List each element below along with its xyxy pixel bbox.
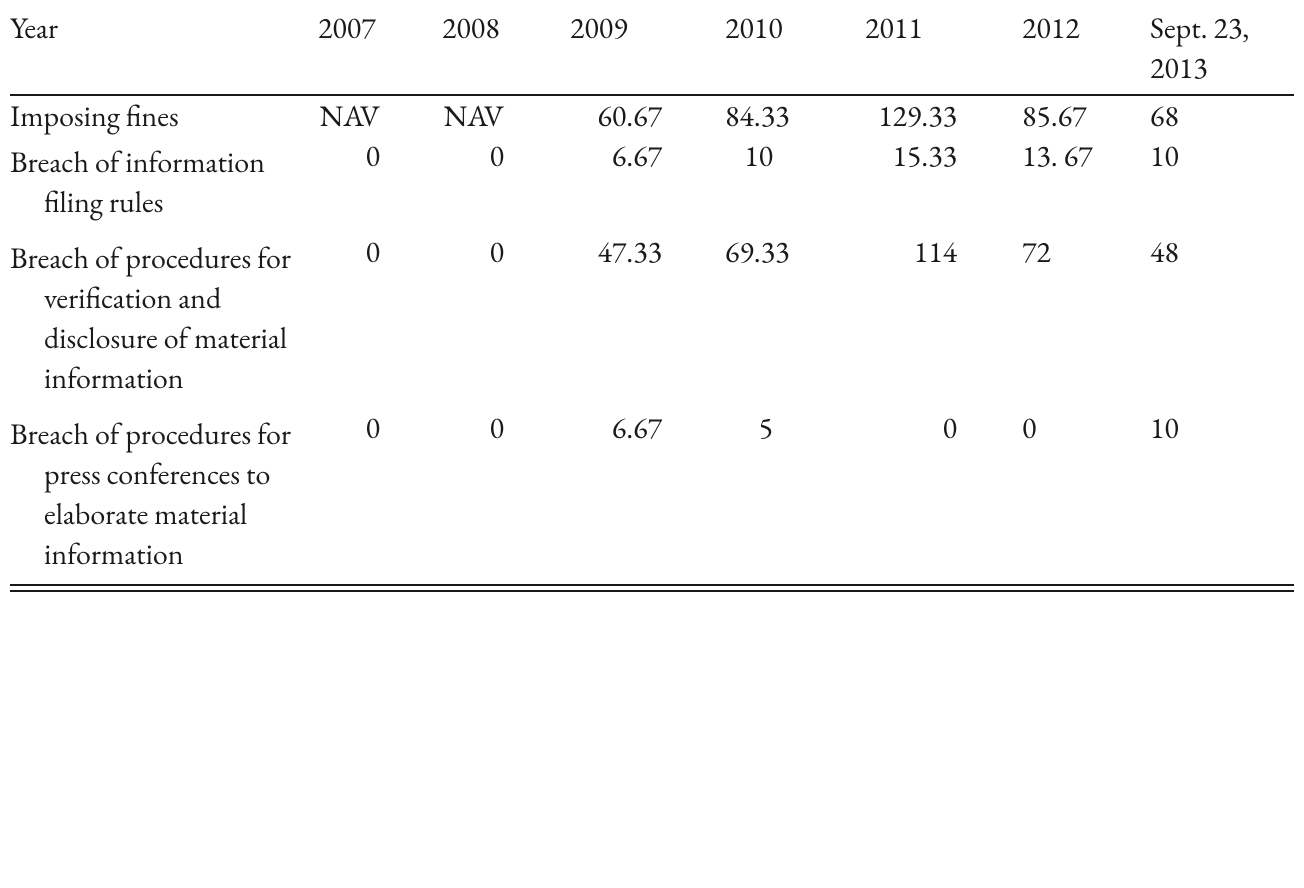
cell-2007: 0 [310, 136, 434, 232]
cell-2012: 72 [1014, 232, 1142, 408]
cell-2009: 47.33 [562, 232, 717, 408]
cell-2007: 0 [310, 408, 434, 584]
cell-2010: 10 [717, 136, 857, 232]
cell-2011: 129.33 [857, 96, 1014, 136]
cell-2012: 0 [1014, 408, 1142, 584]
row-label: Imposing fines [10, 96, 310, 136]
fines-table: Year 2007 2008 2009 2010 2011 2012 Sept.… [10, 6, 1294, 592]
table-row: Breach of procedures for verification an… [10, 232, 1294, 408]
cell-2013: 10 [1142, 136, 1294, 232]
row-label: Breach of procedures for verification an… [10, 232, 310, 408]
header-2012: 2012 [1014, 6, 1142, 94]
cell-2007: NAV [310, 96, 434, 136]
header-2009: 2009 [562, 6, 717, 94]
header-2008: 2008 [434, 6, 562, 94]
cell-2008: 0 [434, 408, 562, 584]
cell-2012: 85.67 [1014, 96, 1142, 136]
header-row: Year 2007 2008 2009 2010 2011 2012 Sept.… [10, 6, 1294, 94]
cell-2008: NAV [434, 96, 562, 136]
cell-2010: 69.33 [717, 232, 857, 408]
cell-2010: 5 [717, 408, 857, 584]
header-2011: 2011 [857, 6, 1014, 94]
cell-2009: 6.67 [562, 136, 717, 232]
header-2010: 2010 [717, 6, 857, 94]
cell-2008: 0 [434, 232, 562, 408]
header-2007: 2007 [310, 6, 434, 94]
header-label: Year [10, 6, 310, 94]
table-row: Breach of procedures for press conferenc… [10, 408, 1294, 584]
cell-2012: 13. 67 [1014, 136, 1142, 232]
cell-2009: 6.67 [562, 408, 717, 584]
header-2013: Sept. 23, 2013 [1142, 6, 1294, 94]
row-label: Breach of information filing rules [10, 136, 310, 232]
bottom-rule [10, 584, 1294, 592]
table-container: Year 2007 2008 2009 2010 2011 2012 Sept.… [0, 0, 1304, 602]
cell-2011: 114 [857, 232, 1014, 408]
cell-2013: 68 [1142, 96, 1294, 136]
cell-2007: 0 [310, 232, 434, 408]
cell-2011: 0 [857, 408, 1014, 584]
cell-2009: 60.67 [562, 96, 717, 136]
cell-2010: 84.33 [717, 96, 857, 136]
row-label: Breach of procedures for press conferenc… [10, 408, 310, 584]
cell-2008: 0 [434, 136, 562, 232]
cell-2011: 15.33 [857, 136, 1014, 232]
table-row: Breach of information filing rules 0 0 6… [10, 136, 1294, 232]
cell-2013: 48 [1142, 232, 1294, 408]
table-row: Imposing fines NAV NAV 60.67 84.33 129.3… [10, 96, 1294, 136]
cell-2013: 10 [1142, 408, 1294, 584]
